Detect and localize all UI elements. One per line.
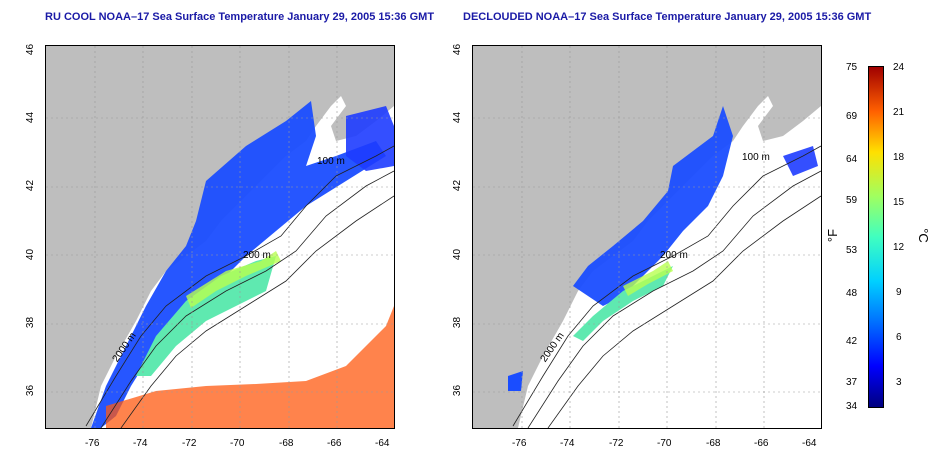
contour-200m (527, 170, 821, 428)
contour-100m (85, 145, 394, 427)
left-sst-map (45, 45, 395, 429)
coastal-cold-patch (508, 371, 523, 391)
lon-tick: -74 (133, 438, 148, 449)
fahrenheit-tick: 69 (846, 111, 858, 122)
lon-tick: -66 (754, 438, 769, 449)
fahrenheit-tick: 64 (846, 154, 858, 165)
lon-tick: -68 (706, 438, 721, 449)
celsius-unit-label: °C (915, 228, 931, 243)
cold-water-region (91, 101, 386, 428)
shelf-break-water (573, 266, 673, 341)
graticule (46, 46, 394, 428)
lat-tick: 46 (25, 43, 37, 56)
contour-label-200m-left: 200 m (243, 250, 271, 261)
contour-200m (100, 170, 394, 428)
lon-tick: -76 (85, 438, 100, 449)
land-mass (46, 46, 394, 428)
lat-tick: 40 (25, 248, 37, 261)
celsius-tick: 3 (896, 377, 902, 388)
lon-tick: -64 (375, 438, 390, 449)
contour-label-200m-right: 200 m (660, 250, 688, 261)
fahrenheit-tick: 53 (846, 245, 858, 256)
lat-tick: 42 (25, 179, 37, 192)
lon-tick: -76 (512, 438, 527, 449)
fahrenheit-unit-label: °F (825, 228, 841, 243)
nova-scotia-land (753, 46, 821, 141)
celsius-tick: 21 (893, 107, 905, 118)
right-map-title: DECLOUDED NOAA–17 Sea Surface Temperatur… (463, 11, 872, 23)
lon-tick: -64 (802, 438, 817, 449)
lat-tick: 44 (452, 111, 464, 124)
lon-tick: -72 (182, 438, 197, 449)
contour-label-100m-left: 100 m (317, 156, 345, 167)
celsius-tick: 24 (893, 62, 905, 73)
lon-tick: -70 (230, 438, 245, 449)
fahrenheit-tick: 75 (846, 62, 858, 73)
contour-label-100m-right: 100 m (742, 152, 770, 163)
slope-water (623, 261, 673, 296)
right-map-canvas (473, 46, 821, 428)
gulf-stream-water (106, 306, 394, 428)
slope-water (186, 251, 281, 308)
cold-water-east (346, 106, 394, 171)
contour-2000m (547, 195, 821, 428)
fahrenheit-tick: 42 (846, 336, 858, 347)
lon-tick: -70 (657, 438, 672, 449)
lat-tick: 44 (25, 111, 37, 124)
lat-tick: 36 (452, 384, 464, 397)
left-map-canvas (46, 46, 394, 428)
celsius-tick: 18 (893, 152, 905, 163)
lon-tick: -66 (327, 438, 342, 449)
lat-tick: 38 (25, 316, 37, 329)
contour-2000m (120, 195, 394, 428)
lat-tick: 42 (452, 179, 464, 192)
celsius-tick: 12 (893, 242, 905, 253)
left-map-title: RU COOL NOAA–17 Sea Surface Temperature … (45, 11, 435, 23)
lon-tick: -72 (609, 438, 624, 449)
cold-water-east (783, 146, 818, 176)
lon-tick: -74 (560, 438, 575, 449)
fahrenheit-tick: 48 (846, 288, 858, 299)
lon-tick: -68 (279, 438, 294, 449)
right-sst-map (472, 45, 822, 429)
lat-tick: 40 (452, 248, 464, 261)
lat-tick: 36 (25, 384, 37, 397)
shelf-break-water (136, 256, 276, 376)
lat-tick: 38 (452, 316, 464, 329)
temperature-colorbar (868, 66, 884, 408)
fahrenheit-tick: 37 (846, 377, 858, 388)
fahrenheit-tick: 59 (846, 195, 858, 206)
contour-100m (512, 145, 821, 427)
celsius-tick: 15 (893, 197, 905, 208)
celsius-tick: 9 (896, 287, 902, 298)
graticule (473, 46, 821, 428)
cold-water-region (573, 106, 733, 306)
celsius-tick: 6 (896, 332, 902, 343)
land-mass (473, 46, 821, 428)
lat-tick: 46 (452, 43, 464, 56)
fahrenheit-tick: 34 (846, 401, 858, 412)
